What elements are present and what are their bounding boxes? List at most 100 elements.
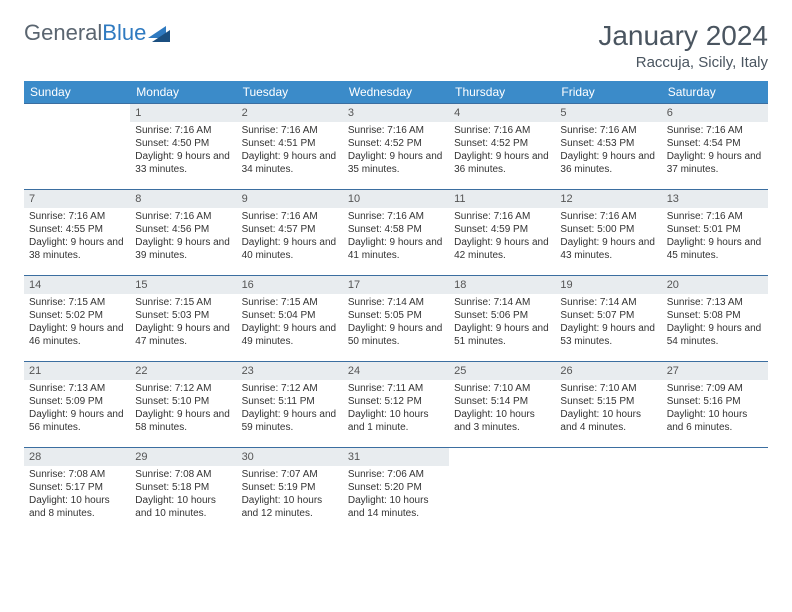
day-content: Sunrise: 7:16 AMSunset: 5:01 PMDaylight:… xyxy=(662,208,768,266)
day-cell: 29Sunrise: 7:08 AMSunset: 5:18 PMDayligh… xyxy=(130,447,236,533)
daylight-text: Daylight: 9 hours and 34 minutes. xyxy=(242,150,338,176)
sunrise-text: Sunrise: 7:15 AM xyxy=(29,296,125,309)
sunset-text: Sunset: 5:11 PM xyxy=(242,395,338,408)
location: Raccuja, Sicily, Italy xyxy=(598,54,768,71)
day-content: Sunrise: 7:16 AMSunset: 4:51 PMDaylight:… xyxy=(237,122,343,180)
sunset-text: Sunset: 5:03 PM xyxy=(135,309,231,322)
day-number: 12 xyxy=(555,189,661,208)
sunrise-text: Sunrise: 7:11 AM xyxy=(348,382,444,395)
weekday-header: Thursday xyxy=(449,81,555,103)
sunrise-text: Sunrise: 7:16 AM xyxy=(560,124,656,137)
day-number: 4 xyxy=(449,103,555,122)
header: GeneralBlue January 2024 Raccuja, Sicily… xyxy=(24,20,768,71)
sunrise-text: Sunrise: 7:06 AM xyxy=(348,468,444,481)
sunset-text: Sunset: 5:04 PM xyxy=(242,309,338,322)
sunrise-text: Sunrise: 7:09 AM xyxy=(667,382,763,395)
daylight-text: Daylight: 9 hours and 51 minutes. xyxy=(454,322,550,348)
sunrise-text: Sunrise: 7:16 AM xyxy=(667,124,763,137)
day-content: Sunrise: 7:16 AMSunset: 4:50 PMDaylight:… xyxy=(130,122,236,180)
sunrise-text: Sunrise: 7:16 AM xyxy=(667,210,763,223)
sunset-text: Sunset: 5:07 PM xyxy=(560,309,656,322)
logo-part1: General xyxy=(24,20,102,45)
sunrise-text: Sunrise: 7:07 AM xyxy=(242,468,338,481)
day-cell: 25Sunrise: 7:10 AMSunset: 5:14 PMDayligh… xyxy=(449,361,555,447)
day-content: Sunrise: 7:12 AMSunset: 5:10 PMDaylight:… xyxy=(130,380,236,438)
week-row: 7Sunrise: 7:16 AMSunset: 4:55 PMDaylight… xyxy=(24,189,768,275)
day-number: 7 xyxy=(24,189,130,208)
daylight-text: Daylight: 10 hours and 14 minutes. xyxy=(348,494,444,520)
day-number: 17 xyxy=(343,275,449,294)
sunrise-text: Sunrise: 7:14 AM xyxy=(348,296,444,309)
day-content: Sunrise: 7:13 AMSunset: 5:08 PMDaylight:… xyxy=(662,294,768,352)
sunset-text: Sunset: 5:16 PM xyxy=(667,395,763,408)
day-cell: 7Sunrise: 7:16 AMSunset: 4:55 PMDaylight… xyxy=(24,189,130,275)
daylight-text: Daylight: 10 hours and 8 minutes. xyxy=(29,494,125,520)
sunset-text: Sunset: 5:06 PM xyxy=(454,309,550,322)
day-cell xyxy=(555,447,661,533)
day-number: 24 xyxy=(343,361,449,380)
day-cell: 16Sunrise: 7:15 AMSunset: 5:04 PMDayligh… xyxy=(237,275,343,361)
day-content: Sunrise: 7:06 AMSunset: 5:20 PMDaylight:… xyxy=(343,466,449,524)
week-row: 28Sunrise: 7:08 AMSunset: 5:17 PMDayligh… xyxy=(24,447,768,533)
sunrise-text: Sunrise: 7:16 AM xyxy=(242,124,338,137)
day-number: 29 xyxy=(130,447,236,466)
sunrise-text: Sunrise: 7:16 AM xyxy=(135,124,231,137)
daylight-text: Daylight: 10 hours and 10 minutes. xyxy=(135,494,231,520)
daylight-text: Daylight: 9 hours and 45 minutes. xyxy=(667,236,763,262)
day-cell: 20Sunrise: 7:13 AMSunset: 5:08 PMDayligh… xyxy=(662,275,768,361)
day-number-empty xyxy=(24,103,130,122)
sunrise-text: Sunrise: 7:12 AM xyxy=(135,382,231,395)
day-number: 21 xyxy=(24,361,130,380)
daylight-text: Daylight: 9 hours and 41 minutes. xyxy=(348,236,444,262)
day-cell: 27Sunrise: 7:09 AMSunset: 5:16 PMDayligh… xyxy=(662,361,768,447)
day-cell: 30Sunrise: 7:07 AMSunset: 5:19 PMDayligh… xyxy=(237,447,343,533)
day-cell: 28Sunrise: 7:08 AMSunset: 5:17 PMDayligh… xyxy=(24,447,130,533)
day-cell: 12Sunrise: 7:16 AMSunset: 5:00 PMDayligh… xyxy=(555,189,661,275)
day-content: Sunrise: 7:16 AMSunset: 5:00 PMDaylight:… xyxy=(555,208,661,266)
sunset-text: Sunset: 5:00 PM xyxy=(560,223,656,236)
day-content: Sunrise: 7:16 AMSunset: 4:53 PMDaylight:… xyxy=(555,122,661,180)
sunset-text: Sunset: 5:15 PM xyxy=(560,395,656,408)
day-number: 1 xyxy=(130,103,236,122)
sunrise-text: Sunrise: 7:12 AM xyxy=(242,382,338,395)
sunset-text: Sunset: 5:10 PM xyxy=(135,395,231,408)
day-content: Sunrise: 7:10 AMSunset: 5:15 PMDaylight:… xyxy=(555,380,661,438)
day-content: Sunrise: 7:11 AMSunset: 5:12 PMDaylight:… xyxy=(343,380,449,438)
day-cell: 19Sunrise: 7:14 AMSunset: 5:07 PMDayligh… xyxy=(555,275,661,361)
calendar-table: SundayMondayTuesdayWednesdayThursdayFrid… xyxy=(24,81,768,533)
day-number: 25 xyxy=(449,361,555,380)
daylight-text: Daylight: 9 hours and 58 minutes. xyxy=(135,408,231,434)
sunset-text: Sunset: 4:54 PM xyxy=(667,137,763,150)
day-content: Sunrise: 7:16 AMSunset: 4:52 PMDaylight:… xyxy=(343,122,449,180)
weekday-header: Sunday xyxy=(24,81,130,103)
day-content: Sunrise: 7:16 AMSunset: 4:58 PMDaylight:… xyxy=(343,208,449,266)
day-cell: 8Sunrise: 7:16 AMSunset: 4:56 PMDaylight… xyxy=(130,189,236,275)
day-number: 15 xyxy=(130,275,236,294)
day-cell xyxy=(24,103,130,189)
sunrise-text: Sunrise: 7:16 AM xyxy=(348,210,444,223)
day-cell: 1Sunrise: 7:16 AMSunset: 4:50 PMDaylight… xyxy=(130,103,236,189)
sunrise-text: Sunrise: 7:14 AM xyxy=(454,296,550,309)
day-number: 26 xyxy=(555,361,661,380)
logo: GeneralBlue xyxy=(24,20,170,46)
daylight-text: Daylight: 9 hours and 47 minutes. xyxy=(135,322,231,348)
daylight-text: Daylight: 9 hours and 42 minutes. xyxy=(454,236,550,262)
weekday-header: Tuesday xyxy=(237,81,343,103)
day-cell: 11Sunrise: 7:16 AMSunset: 4:59 PMDayligh… xyxy=(449,189,555,275)
day-number: 16 xyxy=(237,275,343,294)
sunrise-text: Sunrise: 7:16 AM xyxy=(454,124,550,137)
sunset-text: Sunset: 4:57 PM xyxy=(242,223,338,236)
sunrise-text: Sunrise: 7:08 AM xyxy=(29,468,125,481)
sunrise-text: Sunrise: 7:16 AM xyxy=(560,210,656,223)
daylight-text: Daylight: 9 hours and 59 minutes. xyxy=(242,408,338,434)
day-cell: 22Sunrise: 7:12 AMSunset: 5:10 PMDayligh… xyxy=(130,361,236,447)
day-content: Sunrise: 7:13 AMSunset: 5:09 PMDaylight:… xyxy=(24,380,130,438)
sunset-text: Sunset: 5:02 PM xyxy=(29,309,125,322)
daylight-text: Daylight: 9 hours and 38 minutes. xyxy=(29,236,125,262)
week-row: 21Sunrise: 7:13 AMSunset: 5:09 PMDayligh… xyxy=(24,361,768,447)
day-content: Sunrise: 7:16 AMSunset: 4:57 PMDaylight:… xyxy=(237,208,343,266)
daylight-text: Daylight: 9 hours and 56 minutes. xyxy=(29,408,125,434)
weekday-header: Wednesday xyxy=(343,81,449,103)
day-content: Sunrise: 7:16 AMSunset: 4:59 PMDaylight:… xyxy=(449,208,555,266)
day-number: 6 xyxy=(662,103,768,122)
